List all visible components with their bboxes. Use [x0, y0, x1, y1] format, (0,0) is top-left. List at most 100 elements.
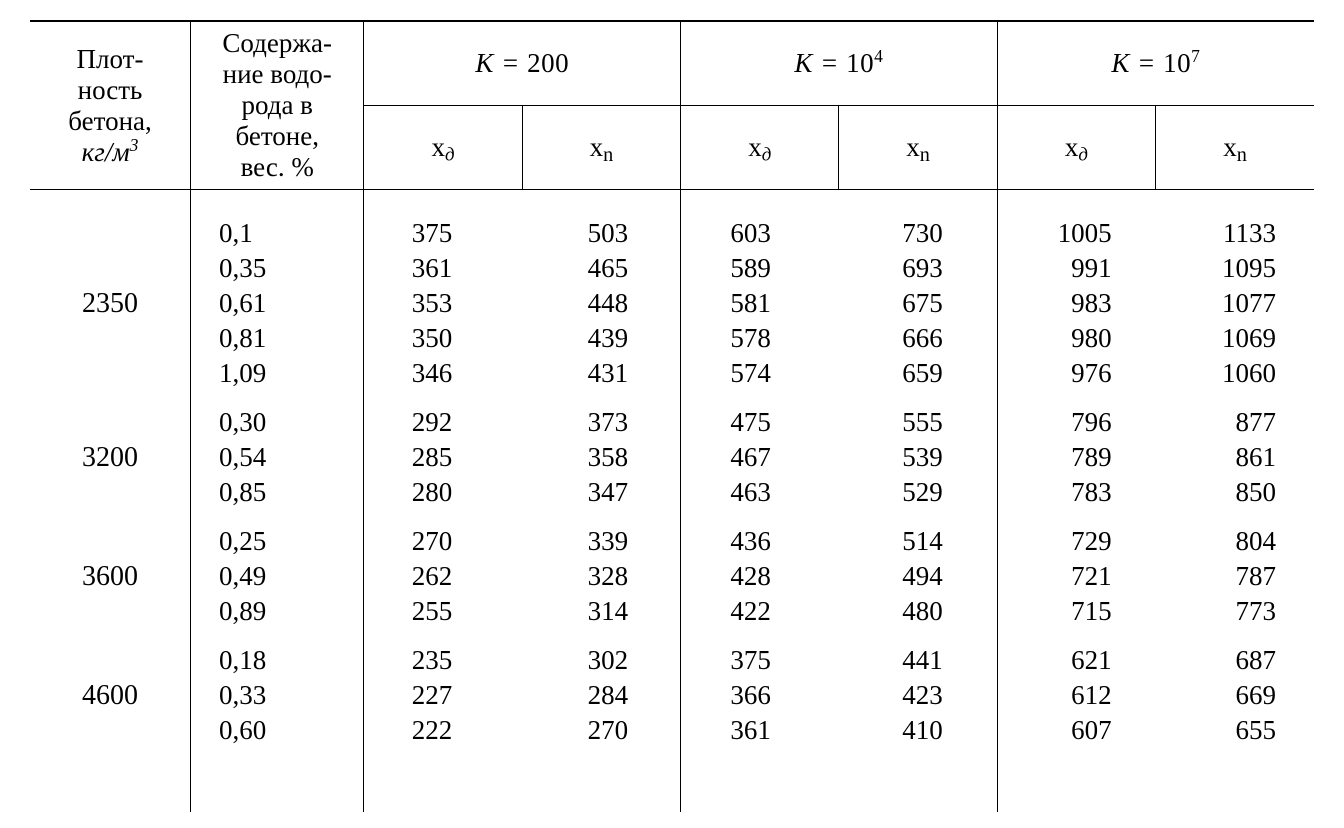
empty-cell	[191, 748, 364, 812]
table-row: 0,89255314422480715773	[30, 594, 1314, 629]
value-cell: 270	[522, 713, 680, 748]
table-row: 1,093464315746599761060	[30, 356, 1314, 391]
value-cell: 255	[364, 594, 522, 629]
density-label-line: бетона,	[68, 106, 152, 136]
value-cell: 574	[681, 356, 839, 391]
col-header-xn: xn	[522, 106, 680, 190]
value-cell: 539	[839, 440, 997, 475]
value-cell: 262	[364, 559, 522, 594]
table-row: 46000,18235302375441621687	[30, 629, 1314, 678]
hydrogen-cell: 0,49	[191, 559, 364, 594]
empty-cell	[30, 748, 191, 812]
value-cell: 607	[997, 713, 1155, 748]
k-prefix: K =	[1111, 48, 1163, 78]
value-cell: 436	[681, 510, 839, 559]
table-row: 0,54285358467539789861	[30, 440, 1314, 475]
col-header-xn: xn	[1156, 106, 1314, 190]
value-cell: 1077	[1156, 286, 1314, 321]
value-cell: 346	[364, 356, 522, 391]
value-cell: 314	[522, 594, 680, 629]
table-row: 0,353614655896939911095	[30, 251, 1314, 286]
hydro-label-line: бетоне,	[235, 121, 319, 151]
value-cell: 1133	[1156, 190, 1314, 252]
k-value: 200	[527, 48, 569, 78]
value-cell: 1095	[1156, 251, 1314, 286]
value-cell: 222	[364, 713, 522, 748]
density-cell: 3600	[30, 510, 191, 629]
hydro-label-line: рода в	[241, 90, 312, 120]
value-cell: 428	[681, 559, 839, 594]
value-cell: 980	[997, 321, 1155, 356]
hydrogen-cell: 0,61	[191, 286, 364, 321]
empty-cell	[364, 748, 522, 812]
hydrogen-cell: 0,54	[191, 440, 364, 475]
density-cell: 2350	[30, 190, 191, 392]
value-cell: 721	[997, 559, 1155, 594]
col-header-xd: xд	[997, 106, 1155, 190]
density-label-line: ность	[78, 75, 143, 105]
value-cell: 669	[1156, 678, 1314, 713]
density-cell: 4600	[30, 629, 191, 748]
value-cell: 410	[839, 713, 997, 748]
value-cell: 480	[839, 594, 997, 629]
table-header: Плот- ность бетона, кг/м3 Содержа- ние в…	[30, 21, 1314, 190]
value-cell: 494	[839, 559, 997, 594]
value-cell: 339	[522, 510, 680, 559]
hydro-label-line: вес. %	[241, 152, 314, 182]
value-cell: 422	[681, 594, 839, 629]
value-cell: 589	[681, 251, 839, 286]
k-prefix: K =	[475, 48, 527, 78]
value-cell: 366	[681, 678, 839, 713]
hydrogen-cell: 0,1	[191, 190, 364, 252]
value-cell: 783	[997, 475, 1155, 510]
hydrogen-cell: 0,30	[191, 391, 364, 440]
value-cell: 1005	[997, 190, 1155, 252]
k-sup: 4	[874, 46, 883, 66]
hydro-label-line: Содержа-	[222, 28, 332, 58]
hydrogen-cell: 0,35	[191, 251, 364, 286]
hydrogen-cell: 0,60	[191, 713, 364, 748]
value-cell: 1060	[1156, 356, 1314, 391]
value-cell: 655	[1156, 713, 1314, 748]
empty-cell	[681, 748, 839, 812]
value-cell: 581	[681, 286, 839, 321]
empty-cell	[997, 748, 1155, 812]
density-cell: 3200	[30, 391, 191, 510]
col-group-k1e7: K = 107	[997, 21, 1314, 106]
value-cell: 465	[522, 251, 680, 286]
value-cell: 861	[1156, 440, 1314, 475]
value-cell: 666	[839, 321, 997, 356]
col-group-k1e4: K = 104	[681, 21, 998, 106]
value-cell: 555	[839, 391, 997, 440]
table-row	[30, 748, 1314, 812]
value-cell: 227	[364, 678, 522, 713]
value-cell: 439	[522, 321, 680, 356]
value-cell: 431	[522, 356, 680, 391]
value-cell: 280	[364, 475, 522, 510]
value-cell: 375	[681, 629, 839, 678]
value-cell: 1069	[1156, 321, 1314, 356]
table-row: 32000,30292373475555796877	[30, 391, 1314, 440]
k-value: 10	[1163, 48, 1191, 78]
value-cell: 976	[997, 356, 1155, 391]
value-cell: 467	[681, 440, 839, 475]
value-cell: 787	[1156, 559, 1314, 594]
density-unit: кг/м	[82, 137, 130, 167]
hydrogen-cell: 0,25	[191, 510, 364, 559]
value-cell: 448	[522, 286, 680, 321]
value-cell: 693	[839, 251, 997, 286]
hydrogen-cell: 0,18	[191, 629, 364, 678]
value-cell: 463	[681, 475, 839, 510]
table-row: 0,85280347463529783850	[30, 475, 1314, 510]
value-cell: 423	[839, 678, 997, 713]
value-cell: 503	[522, 190, 680, 252]
value-cell: 621	[997, 629, 1155, 678]
value-cell: 270	[364, 510, 522, 559]
value-cell: 730	[839, 190, 997, 252]
hydro-label-line: ние водо-	[223, 59, 332, 89]
value-cell: 475	[681, 391, 839, 440]
k-value: 10	[846, 48, 874, 78]
hydrogen-cell: 1,09	[191, 356, 364, 391]
value-cell: 328	[522, 559, 680, 594]
value-cell: 373	[522, 391, 680, 440]
